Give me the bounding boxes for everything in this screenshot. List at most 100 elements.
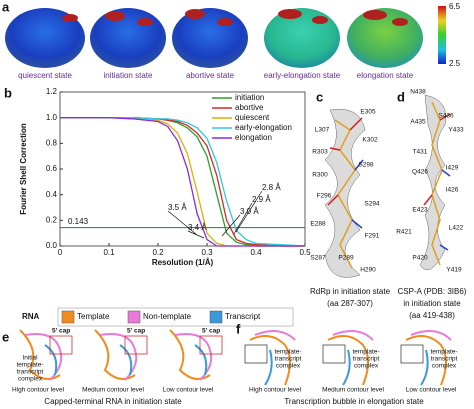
- legend-label: Transcript: [225, 312, 261, 321]
- residue-label: R303: [312, 149, 328, 156]
- y-tick-label: 0.6: [46, 164, 58, 173]
- threshold-label: 0.143: [68, 217, 89, 226]
- caption: (aa 287-307): [327, 299, 373, 308]
- state-label: quiescent state: [18, 71, 72, 80]
- legend-label: early-elongation: [235, 123, 292, 132]
- resolution-annotation: 2.9 Å: [252, 195, 271, 204]
- residue-label: I426: [446, 187, 459, 194]
- residue-label: L307: [315, 127, 330, 134]
- y-tick-label: 0.4: [46, 190, 58, 199]
- panel-letter: f: [236, 321, 241, 336]
- x-tick-label: 0.5: [299, 248, 311, 257]
- residue-label: L422: [449, 225, 464, 232]
- residue-label: S436: [438, 113, 454, 120]
- residue-label: Y419: [446, 267, 462, 274]
- complex-label: complex: [18, 376, 43, 383]
- state-label: initiation state: [104, 71, 153, 80]
- caption: (aa 419-438): [409, 311, 455, 320]
- legend-swatch: [61, 310, 75, 324]
- fsc-curve: [60, 117, 305, 247]
- fsc-curve: [60, 117, 306, 247]
- complex-label: template-: [274, 349, 301, 356]
- caption: CSP-A (PDB: 3IB6): [398, 287, 467, 296]
- panel-letter: a: [2, 0, 10, 14]
- complex-label: template-: [16, 362, 43, 369]
- residue-label: N438: [410, 89, 426, 96]
- residue-label: I429: [446, 165, 459, 172]
- cap-label: 5' cap: [127, 328, 145, 335]
- y-axis-title: Fourier Shell Correction: [19, 123, 28, 215]
- resolution-annotation: 2.8 Å: [262, 183, 281, 192]
- level-label: Medium contour level: [322, 387, 384, 394]
- colorbar-max: 6.5: [449, 2, 461, 11]
- panel-letter: d: [397, 89, 405, 104]
- residue-label: P420: [412, 255, 428, 262]
- panel-letter: b: [4, 85, 12, 100]
- x-tick-label: 0: [58, 248, 63, 257]
- complex-label: Initial: [22, 355, 38, 362]
- residue-label: K302: [362, 137, 378, 144]
- complex-label: template-: [352, 349, 379, 356]
- residue-label: S294: [364, 201, 380, 208]
- y-tick-label: 1.2: [46, 87, 58, 96]
- resolution-annotation: 3.5 Å: [168, 203, 187, 212]
- residue-label: H290: [360, 267, 376, 274]
- level-label: Low contour level: [163, 387, 214, 394]
- level-label: Low contour level: [406, 387, 457, 394]
- complex-label: complex: [432, 363, 457, 370]
- x-tick-label: 0.4: [250, 248, 262, 257]
- residue-label: Q426: [412, 169, 428, 176]
- state-label: early-elongation state: [264, 71, 341, 80]
- complex-label: transcript: [353, 356, 380, 363]
- x-tick-label: 0.2: [152, 248, 164, 257]
- dynamic: a quiescent state initiation state abortive…: [2, 0, 467, 406]
- residue-label: R300: [312, 172, 328, 179]
- resolution-annotation: 3.0 Å: [240, 207, 259, 216]
- y-tick-label: 1.0: [46, 113, 58, 122]
- caption: Capped-terminal RNA in initiation state: [44, 397, 182, 406]
- complex-label: complex: [276, 363, 301, 370]
- state-label: abortive state: [186, 71, 235, 80]
- residue-label: A435: [410, 119, 426, 126]
- colorbar-min: 2.5: [449, 59, 461, 68]
- residue-label: S287: [310, 255, 326, 262]
- complex-label: transcript: [431, 356, 458, 363]
- complex-label: complex: [354, 363, 379, 370]
- legend-label: quiescent: [235, 113, 270, 122]
- rna-structures: [19, 329, 452, 386]
- level-label: High contour level: [249, 387, 302, 394]
- y-tick-label: 0.2: [46, 215, 58, 224]
- resolution-annotation: 3.4 Å: [188, 223, 207, 232]
- caption: RdRp in initiation state: [310, 287, 391, 296]
- complex-label: template-: [430, 349, 457, 356]
- legend-label: abortive: [235, 103, 264, 112]
- residue-sticks: [327, 101, 451, 269]
- complex-label: transcript: [275, 356, 302, 363]
- cap-label: 5' cap: [202, 328, 220, 335]
- panel-letter: c: [316, 89, 323, 104]
- legend-label: Template: [77, 312, 110, 321]
- x-tick-label: 0.3: [201, 248, 213, 257]
- residue-label: E288: [310, 221, 326, 228]
- state-label: elongation state: [357, 71, 414, 80]
- x-tick-label: 0.1: [103, 248, 115, 257]
- caption: in initiation state: [403, 299, 461, 308]
- density-maps: [5, 6, 446, 68]
- y-tick-label: 0.8: [46, 138, 58, 147]
- residue-label: E305: [360, 109, 376, 116]
- residue-density: [324, 94, 447, 278]
- annotation-arrow: [233, 202, 253, 235]
- annotation-arrow: [167, 210, 197, 235]
- x-axis-title: Resolution (1/Å): [152, 258, 214, 267]
- legend-frame: [57, 307, 294, 327]
- annotation-arrow: [221, 214, 241, 237]
- cap-label: 5' cap: [52, 328, 70, 335]
- residue-label: F296: [317, 193, 332, 200]
- legend-title: RNA: [22, 312, 40, 321]
- legend-swatch: [209, 310, 223, 324]
- legend-label: elongation: [235, 133, 272, 142]
- residue-label: R421: [396, 229, 412, 236]
- panel-letter: e: [2, 329, 9, 344]
- residue-label: T431: [413, 149, 428, 156]
